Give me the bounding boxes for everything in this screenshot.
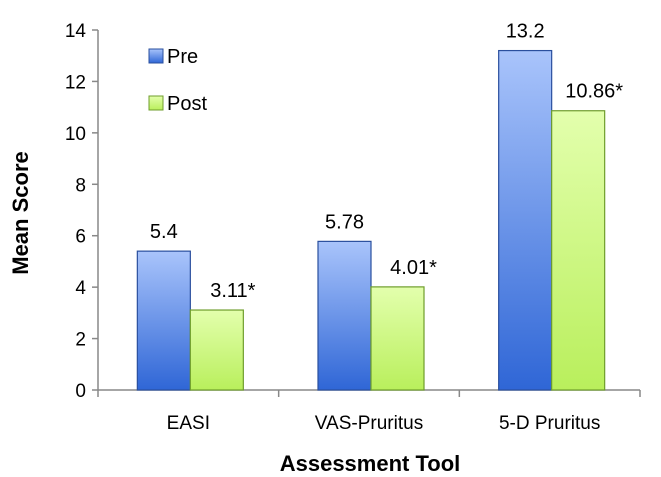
x-axis-title: Assessment Tool <box>280 451 461 476</box>
data-label-pre: 5.78 <box>325 211 364 233</box>
bars <box>137 51 604 390</box>
x-category-label: 5-D Pruritus <box>499 413 600 434</box>
y-tick-label: 4 <box>75 278 86 299</box>
x-category-label: EASI <box>167 413 210 434</box>
bar-post-5-d-pruritus <box>552 111 605 390</box>
y-tick-label: 10 <box>65 124 86 145</box>
bar-pre-vas-pruritus <box>318 241 371 390</box>
y-axis-title: Mean Score <box>8 151 33 275</box>
data-label-post: 10.86* <box>565 81 623 103</box>
legend-label-pre: Pre <box>167 46 198 68</box>
legend-swatch-post <box>149 96 163 110</box>
bar-post-vas-pruritus <box>371 287 424 390</box>
data-label-post: 3.11* <box>210 280 255 302</box>
y-tick-label: 6 <box>75 227 86 248</box>
x-category-label: VAS-Pruritus <box>315 413 423 434</box>
legend: Pre Post <box>149 46 207 115</box>
data-label-pre: 13.2 <box>506 21 545 43</box>
y-tick-label: 8 <box>75 175 86 196</box>
y-tick-label: 14 <box>65 21 87 42</box>
y-tick-label: 0 <box>75 381 86 402</box>
bar-pre-easi <box>137 251 190 390</box>
bar-post-easi <box>190 310 243 390</box>
data-label-post: 4.01* <box>390 257 437 279</box>
legend-label-post: Post <box>167 93 207 115</box>
x-axis: EASI VAS-Pruritus 5-D Pruritus <box>98 390 640 434</box>
y-tick-label: 2 <box>75 330 86 351</box>
data-label-pre: 5.4 <box>150 221 178 243</box>
y-tick-label: 12 <box>65 72 86 93</box>
legend-swatch-pre <box>149 49 163 63</box>
y-axis: 0 2 4 6 8 10 12 14 <box>65 21 98 402</box>
bar-pre-5-d-pruritus <box>499 51 552 390</box>
